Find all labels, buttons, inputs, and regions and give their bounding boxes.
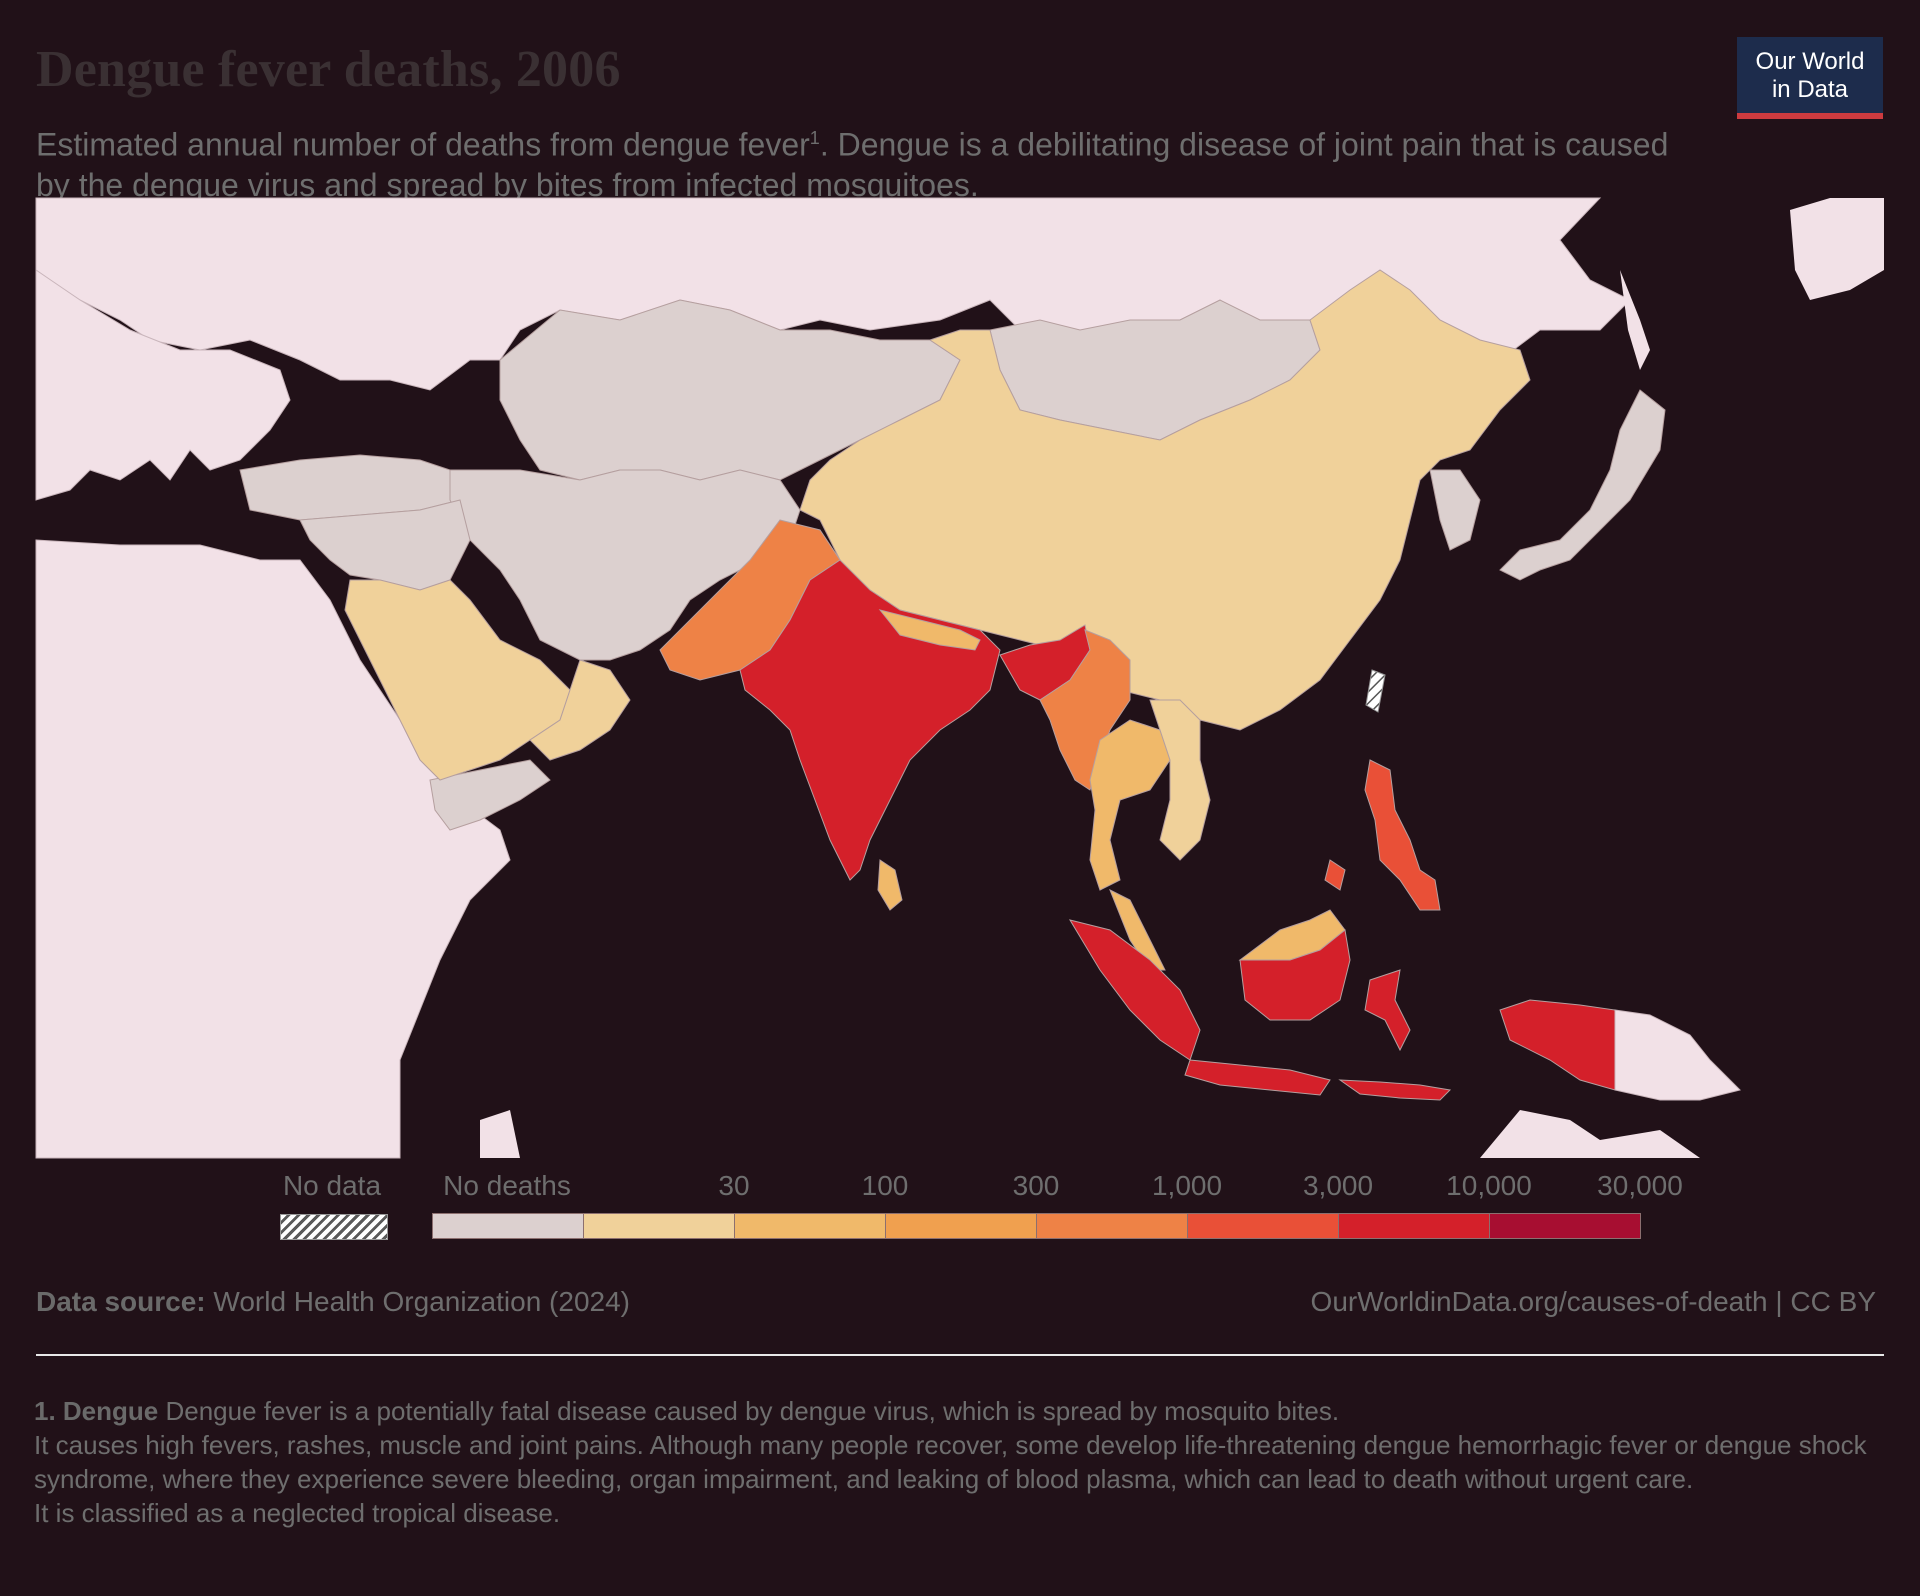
region-russia-sakhalin[interactable] bbox=[1620, 270, 1650, 370]
legend-tick-label: 30,000 bbox=[1597, 1170, 1683, 1201]
data-source-label: Data source: bbox=[36, 1286, 206, 1317]
legend-no-data-swatch[interactable] bbox=[280, 1214, 388, 1240]
legend-swatch-2[interactable] bbox=[734, 1213, 886, 1239]
region-nepal[interactable] bbox=[878, 609, 981, 651]
chart-title: Dengue fever deaths, 2006 bbox=[36, 41, 621, 98]
legend-tick-label: 10,000 bbox=[1446, 1170, 1532, 1201]
legend-swatch-3[interactable] bbox=[885, 1213, 1037, 1239]
legend-tick-label: 3,000 bbox=[1302, 1170, 1374, 1201]
legend-tick-label: 30 bbox=[718, 1170, 750, 1201]
region-japan[interactable] bbox=[1499, 389, 1666, 581]
region-philippines[interactable] bbox=[1364, 759, 1441, 911]
region-china[interactable] bbox=[799, 269, 1531, 731]
region-yemen[interactable] bbox=[429, 759, 551, 831]
legend-no-data-label: No data bbox=[282, 1170, 382, 1201]
legend-color-bar[interactable] bbox=[432, 1213, 1641, 1239]
legend-no-deaths-label: No deaths bbox=[443, 1170, 571, 1201]
footnote-ref[interactable]: 1 bbox=[809, 128, 820, 148]
legend-tick-label: 100 bbox=[861, 1170, 909, 1201]
region-madagascar[interactable] bbox=[480, 1110, 520, 1158]
footnote-line-1: 1. Dengue Dengue fever is a potentially … bbox=[34, 1394, 1894, 1428]
region-korea[interactable] bbox=[1429, 469, 1481, 551]
region-sri-lanka[interactable] bbox=[877, 859, 903, 911]
footnote-text-1: Dengue fever is a potentially fatal dise… bbox=[165, 1396, 1340, 1426]
region-indonesia-islands[interactable] bbox=[1338, 1079, 1452, 1101]
owid-logo[interactable]: Our World in Data bbox=[1737, 37, 1883, 119]
footnote: 1. Dengue Dengue fever is a potentially … bbox=[34, 1394, 1894, 1530]
legend-swatch-7[interactable] bbox=[1489, 1213, 1641, 1239]
footnote-label: 1. Dengue bbox=[34, 1396, 159, 1426]
legend-swatch-6[interactable] bbox=[1338, 1213, 1490, 1239]
legend-swatch-0[interactable] bbox=[432, 1213, 584, 1239]
logo-line-1: Our World bbox=[1755, 48, 1865, 75]
legend-tick-label: 1,000 bbox=[1151, 1170, 1223, 1201]
legend-swatch-5[interactable] bbox=[1187, 1213, 1339, 1239]
subtitle-text: Estimated annual number of deaths from d… bbox=[36, 126, 810, 163]
source-url[interactable]: OurWorldinData.org/causes-of-death | CC … bbox=[1310, 1286, 1876, 1317]
region-taiwan[interactable] bbox=[1365, 669, 1386, 713]
region-vietnam[interactable] bbox=[1149, 699, 1211, 861]
data-source-value[interactable]: World Health Organization (2024) bbox=[213, 1286, 630, 1317]
region-indonesia-borneo[interactable] bbox=[1239, 929, 1351, 1021]
region-myanmar[interactable] bbox=[1039, 629, 1131, 791]
footnote-text-3: It is classified as a neglected tropical… bbox=[34, 1498, 561, 1528]
data-source: Data source: World Health Organization (… bbox=[36, 1286, 630, 1318]
region-russia-east[interactable] bbox=[1790, 198, 1884, 300]
region-europe[interactable] bbox=[35, 269, 291, 501]
footnote-text-2: It causes high fevers, rashes, muscle an… bbox=[34, 1430, 1867, 1494]
chart-subtitle: Estimated annual number of deaths from d… bbox=[36, 118, 1676, 205]
region-indonesia-sulawesi[interactable] bbox=[1364, 969, 1411, 1052]
region-indonesia-sumatra[interactable] bbox=[1068, 919, 1201, 1061]
logo-line-2: in Data bbox=[1771, 76, 1849, 103]
region-philippines-south[interactable] bbox=[1324, 859, 1346, 891]
region-oman[interactable] bbox=[529, 659, 631, 761]
legend-swatch-4[interactable] bbox=[1036, 1213, 1188, 1239]
region-indonesia-java[interactable] bbox=[1184, 1059, 1331, 1096]
region-australia[interactable] bbox=[1480, 1110, 1700, 1158]
legend-tick-label: 300 bbox=[1012, 1170, 1060, 1201]
subtitle-text-continued: . Dengue is a debilitating disease of jo… bbox=[36, 126, 1669, 203]
region-malaysia[interactable] bbox=[1109, 888, 1166, 971]
region-iran-afghanistan[interactable] bbox=[449, 469, 801, 661]
legend-swatch-1[interactable] bbox=[583, 1213, 735, 1239]
footer-divider bbox=[36, 1354, 1884, 1356]
region-papua-new-guinea[interactable] bbox=[1614, 1009, 1741, 1101]
choropleth-map[interactable] bbox=[0, 0, 1920, 1160]
